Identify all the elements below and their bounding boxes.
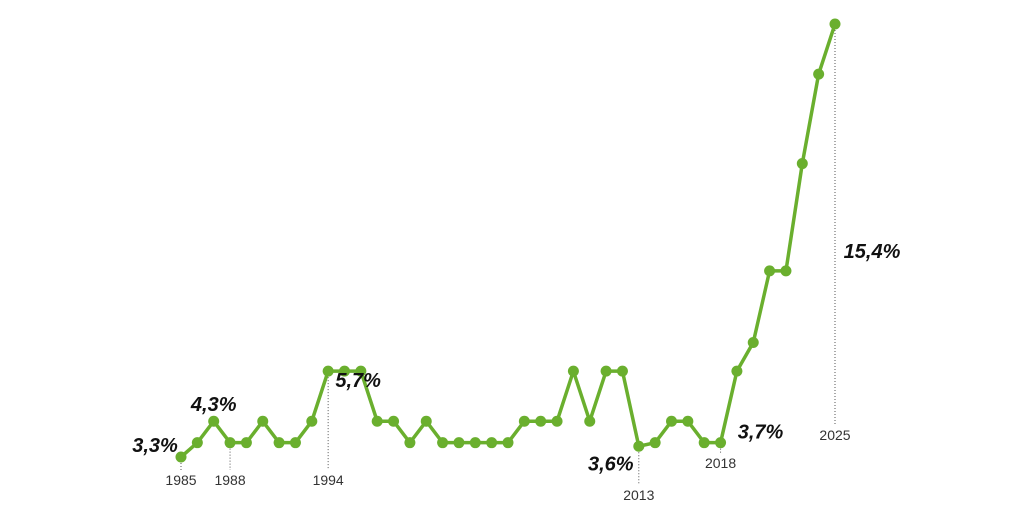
point xyxy=(371,415,383,427)
point xyxy=(339,365,350,377)
point xyxy=(698,437,710,449)
point xyxy=(731,365,743,377)
point xyxy=(829,18,841,30)
point xyxy=(796,158,808,170)
point xyxy=(322,365,334,377)
point xyxy=(551,415,563,427)
value-label: 15,4% xyxy=(844,241,901,263)
x-tick-label: 2025 xyxy=(819,427,850,443)
point xyxy=(224,437,236,449)
point xyxy=(600,365,612,377)
point xyxy=(306,415,318,427)
point xyxy=(666,415,677,427)
point xyxy=(453,437,465,449)
point xyxy=(273,437,285,449)
point xyxy=(388,415,400,427)
value-label: 3,6% xyxy=(588,453,634,475)
point xyxy=(191,437,203,449)
x-tick-label: 1988 xyxy=(214,472,245,488)
point xyxy=(567,365,579,377)
point xyxy=(764,265,776,277)
point xyxy=(289,437,301,449)
point xyxy=(355,365,367,377)
point xyxy=(780,265,792,277)
x-tick-label: 2018 xyxy=(705,455,736,471)
point xyxy=(518,415,530,427)
point xyxy=(813,68,825,80)
point xyxy=(747,336,759,348)
value-label: 5,7% xyxy=(335,370,381,392)
value-label: 4,3% xyxy=(190,394,237,416)
point xyxy=(535,415,547,427)
point xyxy=(633,440,645,452)
x-tick-label: 1985 xyxy=(165,472,196,488)
point xyxy=(469,437,481,449)
point xyxy=(486,437,498,449)
point xyxy=(420,415,432,427)
point xyxy=(682,415,694,427)
x-tick-label: 2013 xyxy=(623,487,654,503)
point xyxy=(502,437,514,449)
x-tick-label: 1994 xyxy=(313,472,344,488)
line xyxy=(179,23,837,459)
point xyxy=(175,451,187,463)
point xyxy=(649,437,661,449)
point xyxy=(240,437,252,449)
point xyxy=(715,437,727,449)
point xyxy=(208,415,220,427)
value-label: 3,7% xyxy=(738,422,784,444)
point xyxy=(584,415,596,427)
value-label: 3,3% xyxy=(132,435,178,457)
point xyxy=(257,415,269,427)
point xyxy=(404,437,416,449)
point xyxy=(437,437,449,449)
point xyxy=(616,365,628,377)
